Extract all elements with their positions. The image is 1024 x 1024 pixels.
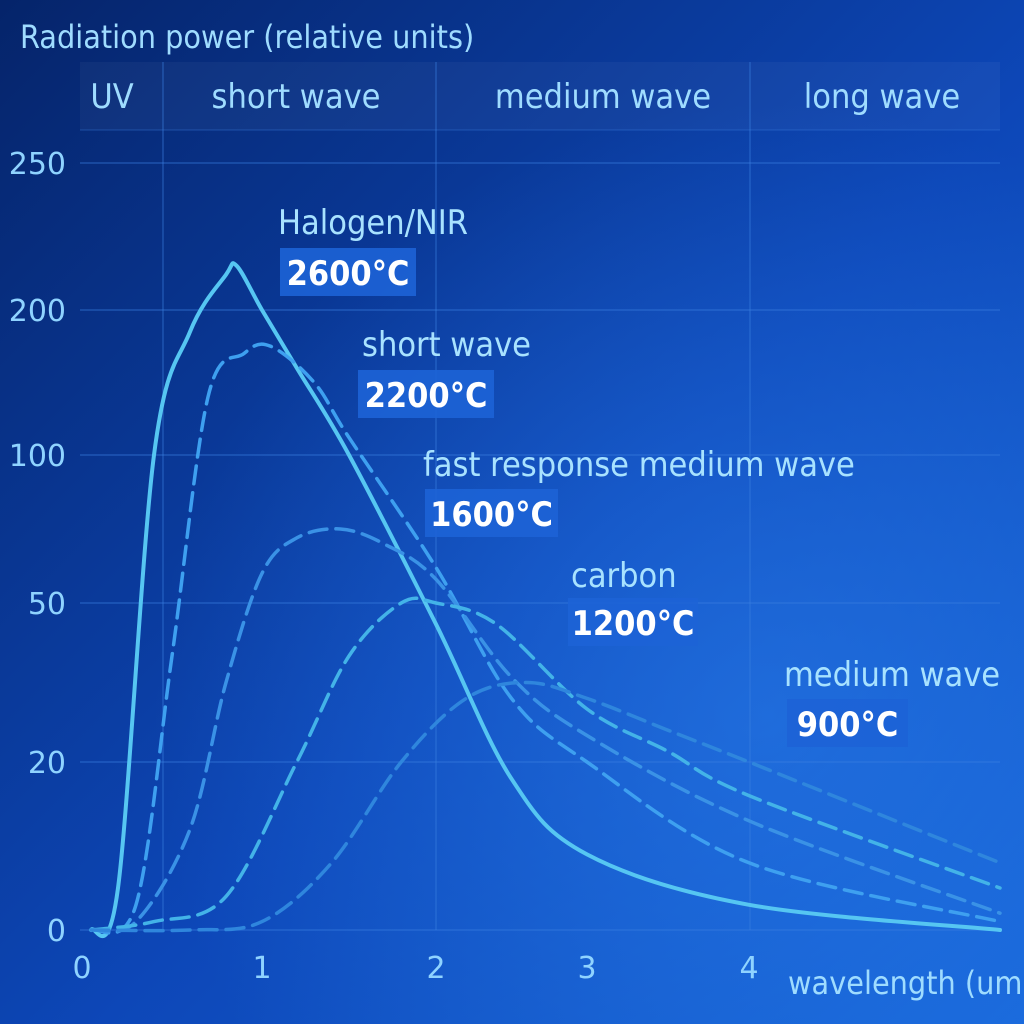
x-tick-label: 2 [426,951,445,986]
band-label: medium wave [495,77,711,117]
y-tick-label: 200 [9,294,66,329]
band-label: UV [90,77,133,117]
band-label: long wave [804,77,960,117]
temperature-badge [280,248,416,296]
series-name-label: medium wave [784,655,1000,695]
band-label: short wave [212,77,381,117]
temperature-label: 2600°C [287,254,410,294]
series-line-3 [89,527,1002,934]
temperature-label: 900°C [797,705,899,745]
temperature-label: 2200°C [365,376,488,416]
x-tick-label: 0 [72,951,91,986]
series-name-label: carbon [571,556,677,596]
temperature-label: 1200°C [572,604,695,644]
chart-title: Radiation power (relative units) [20,18,474,56]
series-line-4 [89,596,1002,932]
series-name-label: Halogen/NIR [278,203,468,243]
band-labels: UV short wave medium wave long wave [90,77,960,117]
x-tick-label: 3 [577,951,596,986]
series-line-1 [89,261,1002,938]
temperature-badge [568,598,698,646]
series-line-5 [89,680,1002,933]
temperature-badge [425,489,558,537]
x-tick-label: 4 [739,951,758,986]
y-tick-label: 50 [28,587,66,622]
series-name-label: fast response medium wave [423,445,855,485]
series-name-label: short wave [362,325,531,365]
curves [89,261,1002,938]
x-axis-ticks: 0 1 2 3 4 [72,951,758,986]
y-tick-label: 250 [9,147,66,182]
curve-labels: Halogen/NIR 2600°C short wave 2200°C fast re… [278,203,1000,747]
y-tick-label: 20 [28,746,66,781]
series-line-2 [89,342,1002,935]
y-axis-ticks: 0 20 50 100 200 250 [9,147,66,949]
temperature-badge [358,370,494,418]
y-tick-label: 100 [9,439,66,474]
band-header-strip [80,62,1000,130]
x-axis-label: wavelength (um) [788,964,1024,1002]
temperature-label: 1600°C [430,495,553,535]
y-tick-label: 0 [47,914,66,949]
temperature-badge [787,699,908,747]
x-tick-label: 1 [252,951,271,986]
